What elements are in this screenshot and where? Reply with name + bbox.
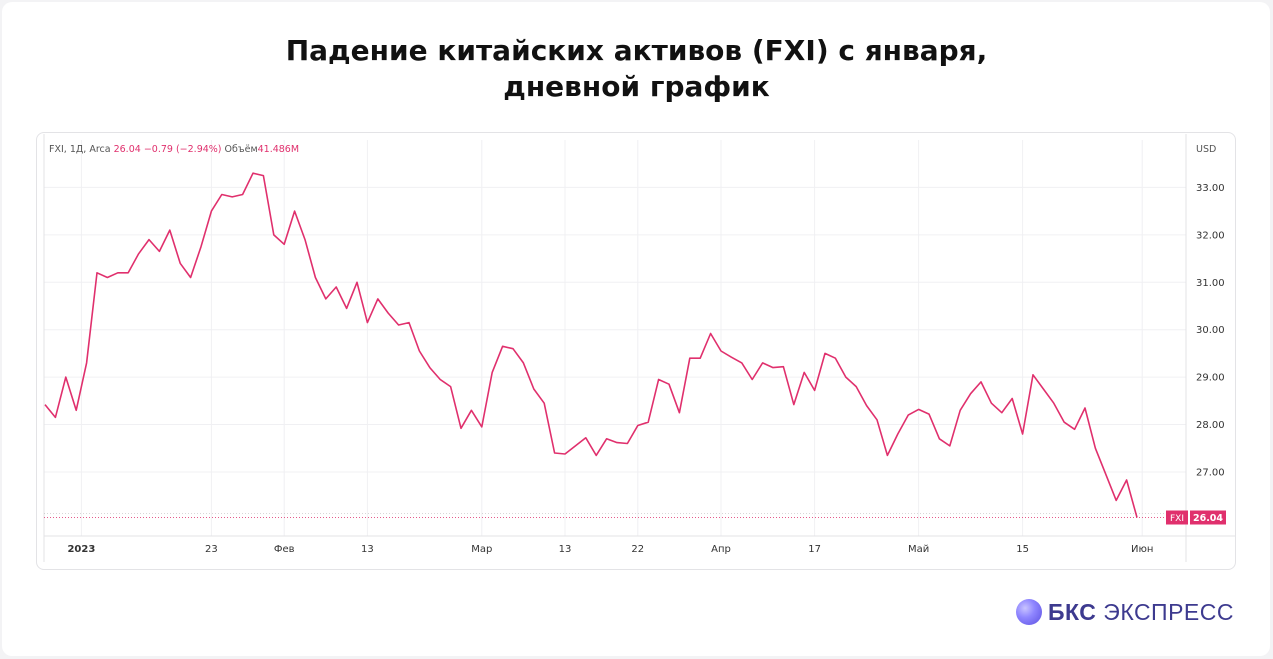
chart-title: Падение китайских активов (FXI) с января… [0,33,1273,105]
y-tick-label: 32.00 [1196,230,1225,241]
legend-volume-label: Объём [224,144,258,155]
chart-frame [36,132,1236,570]
last-symbol-label: FXI [1170,514,1184,524]
x-tick-label: 22 [631,544,644,555]
chart-legend: FXI, 1Д, Arca 26.04 −0.79 (−2.94%) Объём… [49,144,299,155]
x-tick-label: 15 [1016,544,1029,555]
brand-part-2: ЭКСПРЕСС [1103,598,1234,625]
legend-volume: 41.486M [257,144,300,155]
x-tick-label: Апр [711,544,731,555]
x-tick-label: Мар [471,544,492,555]
x-tick-label: 23 [205,544,218,555]
x-tick-label: 13 [559,544,572,555]
y-tick-label: 30.00 [1196,325,1225,336]
x-tick-label: 17 [808,544,821,555]
series-line [44,172,1138,518]
legend-symbol: FXI, 1Д, Arca [49,144,111,155]
y-tick-label: 31.00 [1196,278,1225,289]
x-tick-label: Июн [1131,544,1153,555]
y-tick-label: 29.00 [1196,373,1225,384]
y-tick-label: 33.00 [1196,183,1225,194]
last-price-label: 26.04 [1193,513,1223,524]
x-tick-label: 13 [361,544,374,555]
x-tick-label: Фев [274,544,295,555]
brand-logo: БКС ЭКСПРЕСС [1016,598,1234,626]
x-tick-label: Май [908,544,929,555]
legend-price: 26.04 [113,144,141,155]
x-tick-label: 2023 [67,544,95,555]
y-tick-label: 28.00 [1196,420,1225,431]
legend-change: −0.79 (−2.94%) [143,144,222,155]
last-symbol-badge [1166,510,1188,525]
brand-sphere-icon [1016,599,1042,625]
currency-label: USD [1196,144,1216,155]
brand-part-1: БКС [1048,598,1097,625]
chart-title-line-2: дневной график [503,70,770,103]
y-tick-label: 27.00 [1196,467,1225,478]
last-price-badge [1190,510,1226,525]
chart-title-line-1: Падение китайских активов (FXI) с января… [285,34,988,67]
brand-wordmark: БКС ЭКСПРЕСС [1048,599,1234,626]
